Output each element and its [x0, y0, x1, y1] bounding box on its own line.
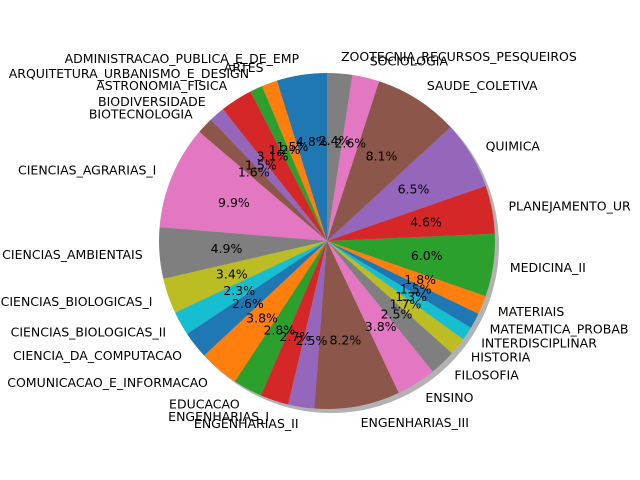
pie-slice: [204, 241, 327, 382]
pie-slice: [260, 241, 327, 405]
pie-slice: [261, 80, 327, 242]
pie-category-label: CIENCIAS_AMBIENTAIS: [2, 247, 143, 262]
pie-category-label: INTERDISCIPLINAR: [481, 335, 597, 350]
pie-category-label: CIENCIAS_AGRARIAS_I: [18, 163, 156, 178]
pie-percent-label: 3.4%: [216, 267, 248, 282]
pie-slice: [234, 241, 327, 396]
pie-slice: [327, 233, 495, 297]
pie-slice: [327, 241, 452, 372]
pie-slice: [175, 241, 327, 335]
pie-category-label: MATERIAIS: [498, 304, 565, 319]
pie-category-label: CIENCIA_DA_COMPUTACAO: [13, 348, 182, 363]
pie-percent-labels: 4.8%1.5%1.2%3.1%1.5%1.6%9.9%4.9%3.4%2.3%…: [211, 133, 443, 348]
pie-category-label: QUIMICA: [486, 139, 541, 154]
pie-percent-label: 2.5%: [296, 333, 328, 348]
pie-percent-label: 1.5%: [245, 157, 277, 172]
pie-percent-label: 2.3%: [223, 283, 255, 298]
pie-percent-label: 2.7%: [280, 329, 312, 344]
pie-slice: [327, 241, 486, 314]
pie-percent-label: 4.6%: [410, 215, 442, 230]
pie-slice: [187, 241, 327, 356]
pie-category-label: SOCIOLOGIA: [370, 54, 449, 69]
pie-percent-label: 1.8%: [404, 272, 436, 287]
pie-slice: [327, 81, 451, 241]
pie-slice: [288, 241, 327, 409]
pie-slice: [327, 127, 486, 241]
pie-slice: [327, 241, 471, 340]
pie-percent-label: 1.3%: [395, 289, 427, 304]
pie-slice: [159, 131, 327, 241]
pie-percent-label: 1.6%: [238, 164, 270, 179]
pie-category-label: SAUDE_COLETIVA: [427, 78, 538, 93]
pie-percent-label: 8.2%: [329, 333, 361, 348]
pie-percent-label: 3.8%: [365, 319, 397, 334]
pie-category-label: ARTES: [224, 60, 264, 75]
pie-category-label: EDUCACAO: [169, 396, 240, 411]
pie-category-label: BIODIVERSIDADE: [98, 94, 206, 109]
pie-category-label: MATEMATICA_PROBAB: [490, 321, 629, 336]
pie-percent-label: 2.8%: [263, 322, 295, 337]
pie-slices: [159, 73, 495, 409]
pie-slice: [210, 109, 327, 241]
pie-slice: [327, 241, 479, 328]
pie-slice: [327, 73, 353, 241]
pie-category-label: CIENCIAS_BIOLOGICAS_II: [11, 324, 166, 339]
pie-category-label: ENGENHARIAS_II: [194, 416, 299, 431]
pie-category-label: HISTORIA: [471, 349, 531, 364]
pie-percent-label: 3.1%: [257, 149, 289, 164]
pie-slice: [327, 185, 495, 241]
pie-percent-label: 1.5%: [277, 139, 309, 154]
pie-slice: [250, 86, 327, 242]
pie-percent-label: 1.2%: [269, 142, 301, 157]
pie-category-label: MEDICINA_II: [510, 260, 586, 275]
pie-category-label: PLANEJAMENTO_UR: [509, 199, 632, 214]
pie-category-label: FILOSOFIA: [454, 367, 519, 382]
pie-percent-label: 8.1%: [366, 149, 398, 164]
pie-slice: [327, 241, 433, 393]
pie-percent-label: 1.5%: [400, 281, 432, 296]
pie-slice: [327, 241, 464, 354]
pie-category-labels: ADMINISTRACAO_PUBLICA_E_DE_EMPARTESARQUI…: [1, 49, 631, 431]
pie-slice: [314, 241, 399, 409]
pie-category-label: ARQUITETURA_URBANISMO_E_DESIGN: [9, 66, 249, 81]
pie-percent-label: 2.6%: [334, 135, 366, 150]
pie-category-label: ENSINO: [425, 390, 473, 405]
pie-percent-label: 2.4%: [319, 133, 351, 148]
pie-slice: [327, 74, 380, 242]
pie-slice: [163, 241, 327, 313]
pie-percent-label: 2.6%: [232, 296, 264, 311]
pie-percent-label: 3.8%: [246, 311, 278, 326]
pie-percent-label: 6.0%: [411, 248, 443, 263]
pie-category-label: ZOOTECNIA_RECURSOS_PESQUEIROS: [341, 49, 577, 64]
pie-category-label: ENGENHARIAS_I: [168, 409, 269, 424]
pie-percent-label: 1.7%: [390, 297, 422, 312]
pie-category-label: COMUNICACAO_E_INFORMACAO: [7, 375, 208, 390]
pie-category-label: ADMINISTRACAO_PUBLICA_E_DE_EMP: [65, 51, 300, 66]
pie-category-label: ASTRONOMIA_FISICA: [96, 78, 227, 93]
pie-percent-label: 4.8%: [296, 134, 328, 149]
pie-category-label: ENGENHARIAS_III: [361, 415, 469, 430]
pie-percent-label: 4.9%: [211, 241, 243, 256]
pie-percent-label: 2.5%: [381, 307, 413, 322]
pie-percent-label: 6.5%: [398, 182, 430, 197]
pie-slice: [159, 227, 327, 279]
pie-slice: [199, 119, 327, 241]
pie-slice: [276, 73, 327, 241]
pie-category-label: CIENCIAS_BIOLOGICAS_I: [1, 294, 153, 309]
pie-slice: [222, 91, 327, 242]
pie-percent-label: 9.9%: [218, 195, 250, 210]
pie-category-label: BIOTECNOLOGIA: [89, 107, 193, 122]
